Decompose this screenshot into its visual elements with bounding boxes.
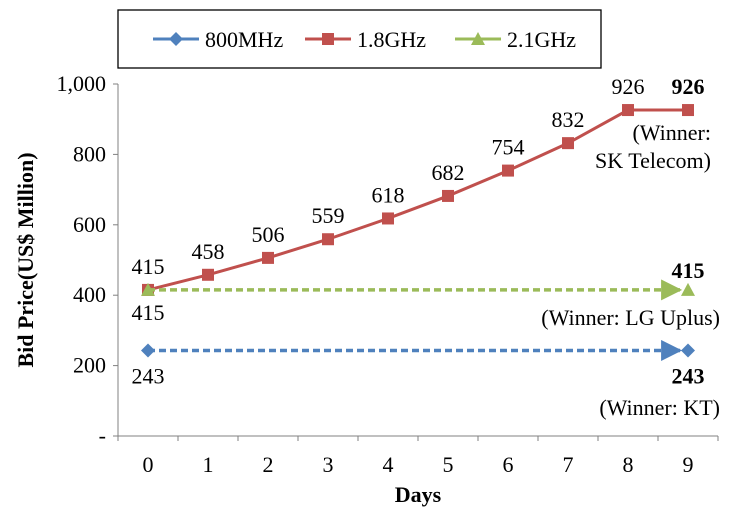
data-label-1-8ghz: 682	[432, 160, 465, 185]
x-tick-label: 0	[143, 452, 154, 477]
data-label-2-1ghz: 415	[132, 300, 165, 325]
data-point-2-1ghz	[681, 282, 695, 296]
legend-marker-triangle	[471, 32, 485, 45]
y-axis-ticks: - 200 400 600 800 1,000	[57, 71, 118, 448]
data-point-1-8ghz	[202, 268, 214, 281]
data-point-1-8ghz	[322, 233, 334, 246]
legend-item-800mhz: 800MHz	[153, 27, 283, 52]
y-tick-label: 400	[73, 282, 106, 307]
data-label-1-8ghz: 559	[312, 203, 345, 228]
annotation-winner-kt: (Winner: KT)	[599, 395, 720, 420]
annotation-winner-sk-telecom: SK Telecom)	[595, 148, 711, 173]
legend-marker-diamond	[169, 32, 183, 46]
data-point-1-8ghz	[382, 212, 394, 225]
data-labels: 415 458 506 559 618 682 754 832 926 926 415 415 243 2…	[132, 74, 705, 388]
data-label-1-8ghz: 926	[612, 74, 645, 99]
data-point-800mhz	[681, 343, 695, 358]
data-label-800mhz: 243	[132, 363, 165, 388]
x-axis-ticks: 0 1 2 3 4 5 6 7 8 9	[117, 436, 719, 477]
legend-label-2-1ghz: 2.1GHz	[507, 27, 576, 52]
data-point-1-8ghz	[682, 104, 694, 117]
data-point-1-8ghz	[262, 251, 274, 264]
y-axis-title: Bid Price(US$ Million)	[13, 152, 38, 367]
x-tick-label: 8	[623, 452, 634, 477]
annotation-winner-sk-telecom: (Winner:	[632, 120, 711, 145]
legend-label-800mhz: 800MHz	[205, 27, 283, 52]
x-tick-label: 2	[263, 452, 274, 477]
data-point-1-8ghz	[442, 189, 454, 202]
data-point-1-8ghz	[622, 104, 634, 117]
data-point-2-1ghz	[141, 282, 155, 296]
x-tick-label: 5	[443, 452, 454, 477]
y-tick-label: 1,000	[57, 71, 107, 96]
annotation-winner-lg-uplus: (Winner: LG Uplus)	[541, 305, 720, 330]
data-label-1-8ghz: 458	[192, 239, 225, 264]
legend-marker-square	[322, 33, 334, 45]
y-tick-label: 200	[73, 353, 106, 378]
data-point-1-8ghz	[562, 137, 574, 150]
data-point-800mhz	[141, 343, 155, 358]
data-label-1-8ghz: 926	[672, 74, 705, 99]
data-label-1-8ghz: 832	[552, 107, 585, 132]
data-label-1-8ghz: 618	[372, 182, 405, 207]
series-layer	[141, 104, 695, 361]
y-tick-label: 800	[73, 141, 106, 166]
x-tick-label: 1	[203, 452, 214, 477]
x-tick-label: 4	[383, 452, 394, 477]
y-tick-label: 600	[73, 212, 106, 237]
x-axis-title: Days	[395, 482, 442, 507]
legend-item-1-8ghz: 1.8GHz	[305, 27, 426, 52]
x-tick-label: 3	[323, 452, 334, 477]
x-tick-label: 7	[563, 452, 574, 477]
data-point-1-8ghz	[502, 164, 514, 177]
x-tick-label: 9	[683, 452, 694, 477]
data-label-1-8ghz: 754	[492, 135, 525, 160]
y-tick-label: -	[99, 423, 106, 448]
data-label-1-8ghz: 415	[132, 254, 165, 279]
annotations: (Winner: SK Telecom) (Winner: LG Uplus) (Wi…	[541, 120, 720, 420]
legend-label-1-8ghz: 1.8GHz	[357, 27, 426, 52]
data-label-2-1ghz: 415	[672, 258, 705, 283]
data-label-1-8ghz: 506	[252, 222, 285, 247]
legend: 800MHz 1.8GHz 2.1GHz	[117, 9, 602, 69]
data-label-800mhz: 243	[672, 363, 705, 388]
legend-item-2-1ghz: 2.1GHz	[455, 27, 576, 52]
x-tick-label: 6	[503, 452, 514, 477]
series-line-1-8ghz	[147, 108, 688, 292]
